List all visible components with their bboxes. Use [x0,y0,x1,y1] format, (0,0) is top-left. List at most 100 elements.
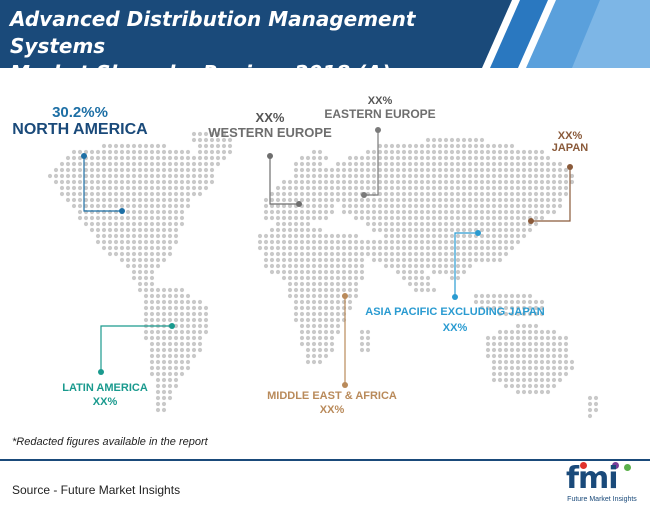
map-dot [299,191,305,197]
map-dot [341,197,347,203]
map-dot [179,335,185,341]
map-dot [131,257,137,263]
map-dot [371,239,377,245]
map-dot [89,191,95,197]
map-dot [461,257,467,263]
map-dot [389,161,395,167]
map-dot [509,149,515,155]
map-dot [389,173,395,179]
map-dot [425,233,431,239]
map-dot [365,251,371,257]
map-dot [305,233,311,239]
north-america-name: NORTH AMERICA [12,121,148,138]
map-dot [119,179,125,185]
map-dot [221,149,227,155]
map-dot [275,227,281,233]
map-dot [317,179,323,185]
map-dot [527,149,533,155]
map-dot [143,245,149,251]
map-dot [293,281,299,287]
map-dot [149,281,155,287]
map-dot [467,173,473,179]
map-dot [557,377,563,383]
map-dot [467,137,473,143]
map-dot [509,329,515,335]
map-dot [455,161,461,167]
map-dot [215,137,221,143]
mea-leader-start-dot [342,382,348,388]
map-dot [119,245,125,251]
map-dot [545,347,551,353]
map-dot [305,155,311,161]
map-dot [167,191,173,197]
map-dot [509,341,515,347]
map-dot [491,233,497,239]
map-dot [509,311,515,317]
map-dot [329,233,335,239]
map-dot [305,335,311,341]
map-dot [503,233,509,239]
map-dot [179,197,185,203]
map-dot [161,407,167,413]
map-dot [317,335,323,341]
map-dot [197,149,203,155]
map-dot [353,251,359,257]
map-dot [545,191,551,197]
map-dot [203,317,209,323]
map-dot [533,323,539,329]
map-dot [419,251,425,257]
map-dot [341,287,347,293]
north-america-leader-start-dot [81,153,87,159]
map-dot [437,161,443,167]
map-dot [365,149,371,155]
map-dot [491,191,497,197]
map-dot [515,161,521,167]
map-dot [443,263,449,269]
map-dot [497,167,503,173]
map-dot [533,341,539,347]
map-dot [317,251,323,257]
map-dot [155,377,161,383]
map-dot [539,347,545,353]
map-dot [323,305,329,311]
map-dot [149,257,155,263]
map-dot [323,167,329,173]
map-dot [203,131,209,137]
map-dot [533,161,539,167]
map-dot [143,317,149,323]
map-dot [329,239,335,245]
map-dot [461,155,467,161]
map-dot [539,389,545,395]
map-dot [185,191,191,197]
map-dot [401,269,407,275]
mea-leader [342,293,348,388]
map-dot [365,221,371,227]
map-dot [479,167,485,173]
north-america-leader-line [83,156,122,212]
map-dot [77,167,83,173]
map-dot [287,191,293,197]
map-dot [515,305,521,311]
map-dot [167,233,173,239]
map-dot [377,179,383,185]
map-dot [407,227,413,233]
map-dot [353,239,359,245]
map-dot [71,203,77,209]
map-dot [467,197,473,203]
map-dot [425,227,431,233]
map-dot [131,233,137,239]
map-dot [131,263,137,269]
map-dot [293,215,299,221]
map-dot [287,185,293,191]
map-dot [227,137,233,143]
map-dot [167,299,173,305]
map-dot [389,251,395,257]
map-dot [143,221,149,227]
map-dot [473,149,479,155]
map-dot [515,335,521,341]
map-dot [161,389,167,395]
map-dot [461,245,467,251]
map-dot [383,161,389,167]
map-dot [161,257,167,263]
map-dot [269,209,275,215]
